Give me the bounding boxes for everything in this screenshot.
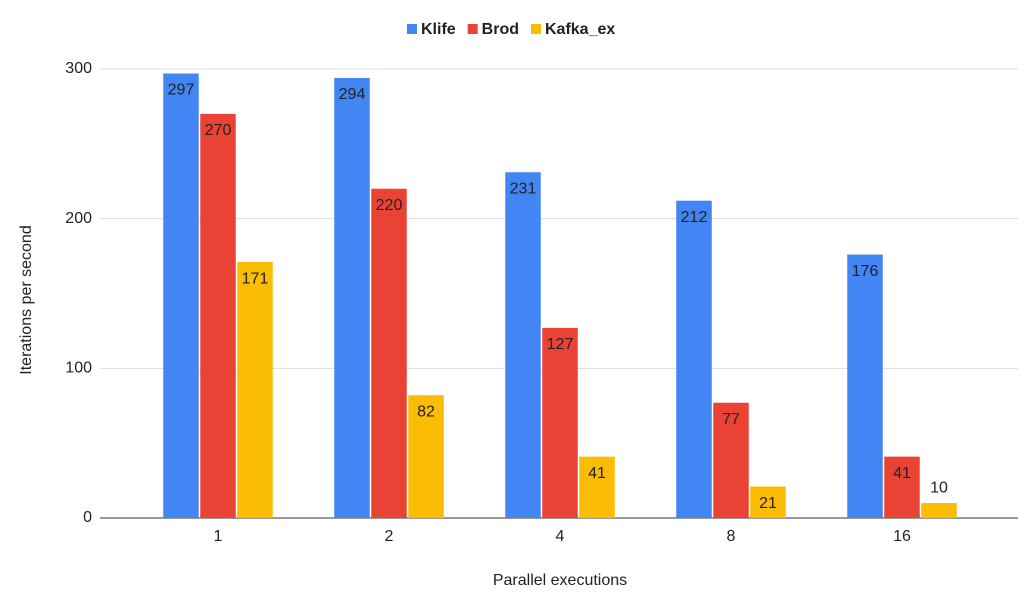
x-axis-title: Parallel executions — [493, 572, 627, 589]
bar — [713, 402, 749, 518]
bar — [237, 262, 273, 518]
bar — [847, 254, 883, 518]
bar — [200, 113, 236, 519]
bar — [163, 73, 199, 519]
legend-swatch — [407, 24, 417, 34]
legend-label: Klife — [421, 21, 456, 38]
data-label: 82 — [417, 403, 435, 420]
y-tick-label: 200 — [65, 210, 92, 227]
bar — [371, 188, 407, 518]
bar — [579, 456, 615, 518]
data-label: 297 — [168, 82, 195, 99]
data-label: 41 — [893, 465, 911, 482]
data-label: 212 — [681, 209, 708, 226]
data-label: 220 — [376, 197, 403, 214]
legend-swatch — [531, 24, 541, 34]
x-tick-label: 1 — [214, 528, 223, 545]
data-label: 171 — [242, 270, 269, 287]
x-tick-label: 16 — [893, 528, 911, 545]
data-label: 127 — [547, 336, 574, 353]
data-label: 21 — [759, 495, 777, 512]
data-label: 176 — [852, 263, 879, 280]
y-tick-label: 300 — [65, 60, 92, 77]
x-tick-label: 8 — [727, 528, 736, 545]
bar — [676, 200, 712, 518]
data-label: 231 — [510, 180, 537, 197]
data-label: 10 — [930, 479, 948, 496]
bar — [750, 486, 786, 518]
bar — [884, 456, 920, 518]
data-label: 294 — [339, 86, 366, 103]
legend-label: Brod — [482, 21, 519, 38]
y-axis-title: Iterations per second — [18, 225, 35, 374]
data-label: 41 — [588, 465, 606, 482]
legend-label: Kafka_ex — [545, 21, 615, 38]
legend-swatch — [467, 24, 478, 34]
bar — [542, 327, 578, 518]
bar — [408, 395, 444, 518]
data-label: 77 — [722, 411, 740, 428]
bar — [921, 503, 957, 518]
bar — [334, 77, 370, 518]
data-label: 270 — [205, 122, 232, 139]
y-tick-label: 0 — [83, 509, 92, 526]
x-tick-label: 2 — [385, 528, 394, 545]
bar — [505, 172, 541, 518]
y-tick-label: 100 — [65, 360, 92, 377]
x-tick-label: 4 — [556, 528, 565, 545]
